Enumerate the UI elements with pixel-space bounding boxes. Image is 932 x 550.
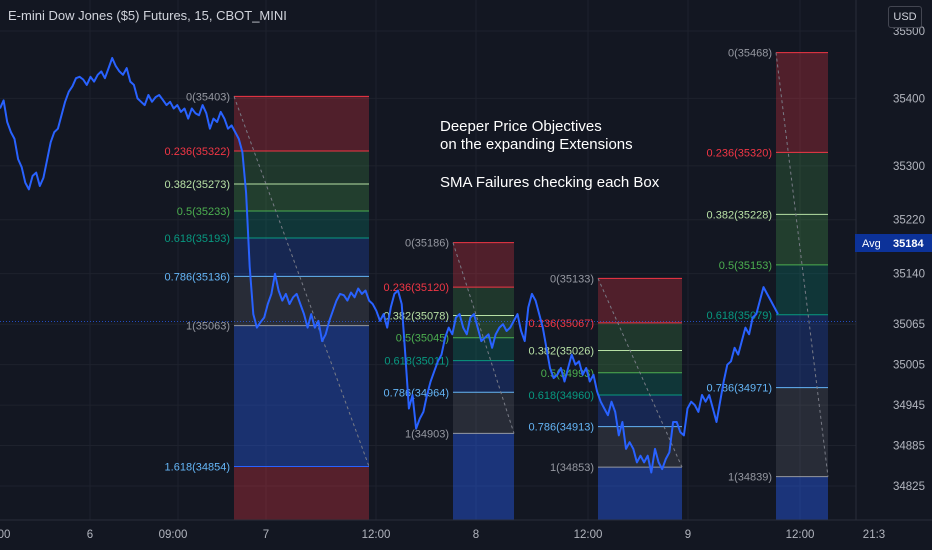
- fib-level-label: 0.618(35011): [384, 356, 449, 368]
- fib-extension-zone: [234, 466, 369, 520]
- fib-zone: [453, 287, 514, 316]
- price-axis-tick: 35140: [893, 269, 925, 281]
- fib-zone: [598, 426, 682, 468]
- fib-level-label: 0(35186): [405, 238, 449, 250]
- fib-zone: [776, 214, 828, 265]
- price-axis-tick: 35065: [893, 319, 925, 331]
- time-axis-tick: 12:00: [574, 529, 603, 541]
- fib-level-label: 0.5(35153): [719, 260, 772, 272]
- fib-zone: [234, 210, 369, 238]
- time-axis-tick: 00: [0, 529, 10, 541]
- fib-level-label: 1(34853): [550, 462, 594, 474]
- annotation-line-2: on the expanding Extensions: [440, 136, 633, 153]
- fib-zone: [453, 242, 514, 288]
- fib-level-label: 0.5(35233): [177, 206, 230, 218]
- time-axis-tick: 21:3: [863, 529, 885, 541]
- fib-level-label: 0.786(35136): [165, 271, 230, 283]
- price-axis-tick: 35400: [893, 93, 925, 105]
- fib-zone: [776, 52, 828, 153]
- fib-level-label: 0.786(34913): [529, 422, 594, 434]
- fib-level-label: 0.236(35067): [529, 318, 594, 330]
- price-axis-tick: 34885: [893, 441, 925, 453]
- avg-tag-label: Avg: [862, 238, 881, 250]
- fib-level-label: 0.236(35322): [165, 146, 230, 158]
- fib-level-label: 1(34903): [405, 428, 449, 440]
- fib-zone: [453, 360, 514, 393]
- fib-zone: [453, 337, 514, 361]
- fib-level-label: 0.236(35320): [707, 147, 772, 159]
- time-axis-tick: 12:00: [786, 529, 815, 541]
- fib-zone: [598, 278, 682, 323]
- fib-level-label: 1(35063): [186, 321, 230, 333]
- fib-zone: [598, 350, 682, 373]
- fib-zone: [234, 150, 369, 185]
- price-axis-tick: 35500: [893, 26, 925, 38]
- fib-zone: [234, 184, 369, 211]
- fib-zone: [234, 325, 369, 467]
- annotation-line-3: SMA Failures checking each Box: [440, 174, 660, 191]
- fib-extension-zone: [453, 433, 514, 520]
- time-axis-tick: 8: [473, 529, 479, 541]
- fib-level-label: 0.618(34960): [529, 390, 594, 402]
- fib-level-label: 0.382(35228): [707, 209, 772, 221]
- fib-level-label: 0(35468): [728, 48, 772, 60]
- price-axis-tick: 34825: [893, 481, 925, 493]
- time-axis-tick: 6: [87, 529, 93, 541]
- fib-trend-line: [775, 52, 829, 477]
- fib-level-label: 0.786(34964): [384, 387, 449, 399]
- avg-tag: [855, 234, 932, 252]
- fib-extension-zone: [598, 467, 682, 520]
- fib-level-label: 1.618(34854): [165, 461, 230, 473]
- fib-level-label: 0.786(34971): [707, 383, 772, 395]
- fib-zone: [453, 392, 514, 434]
- fib-zone: [598, 372, 682, 395]
- fib-zone: [776, 264, 828, 315]
- price-axis-tick: 35220: [893, 215, 925, 227]
- fib-level-label: 0.236(35120): [384, 282, 449, 294]
- fib-level-label: 0(35133): [550, 273, 594, 285]
- price-axis-tick: 35005: [893, 360, 925, 372]
- time-axis-tick: 09:00: [159, 529, 188, 541]
- avg-tag-value: 35184: [893, 238, 924, 250]
- price-axis-tick: 34945: [893, 400, 925, 412]
- fib-zone: [598, 395, 682, 427]
- fib-zone: [776, 314, 828, 388]
- price-axis-tick: 35300: [893, 161, 925, 173]
- fib-zone: [598, 322, 682, 351]
- price-series-line: [0, 57, 779, 474]
- fib-level-label: 0.382(35273): [165, 179, 230, 191]
- fib-level-label: 0.382(35078): [384, 310, 449, 322]
- fib-trend-line: [597, 278, 683, 468]
- fib-level-label: 0.5(35045): [396, 333, 449, 345]
- time-axis-tick: 12:00: [362, 529, 391, 541]
- fib-zone: [234, 237, 369, 277]
- fib-zone: [776, 387, 828, 477]
- currency-button[interactable]: USD: [888, 6, 922, 28]
- fib-extension-zone: [776, 476, 828, 520]
- time-axis-tick: 7: [263, 529, 269, 541]
- fib-level-label: 0.618(35193): [165, 233, 230, 245]
- fib-level-label: 0(35403): [186, 91, 230, 103]
- annotation-line-1: Deeper Price Objectives: [440, 118, 602, 135]
- symbol-title: E-mini Dow Jones ($5) Futures, 15, CBOT_…: [8, 8, 287, 23]
- fib-zone: [234, 96, 369, 151]
- time-axis-tick: 9: [685, 529, 691, 541]
- fib-level-label: 0.618(35079): [707, 310, 772, 322]
- fib-level-label: 1(34839): [728, 472, 772, 484]
- fib-zone: [776, 152, 828, 215]
- fib-level-label: 0.382(35026): [529, 346, 594, 358]
